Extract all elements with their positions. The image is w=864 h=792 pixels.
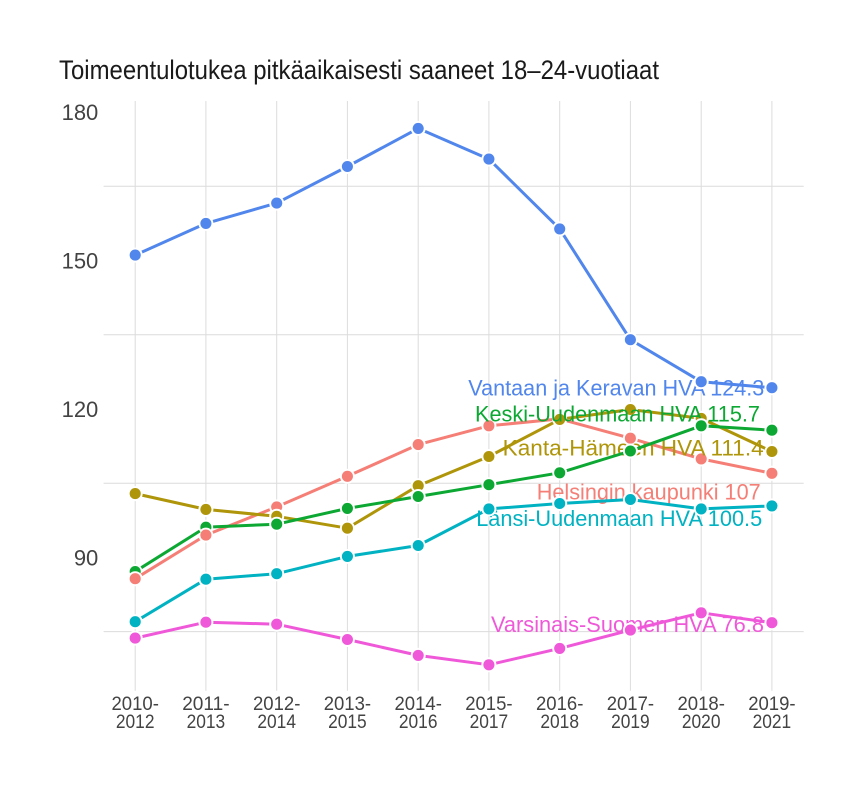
svg-text:2010-: 2010- bbox=[112, 693, 159, 715]
svg-text:2019: 2019 bbox=[611, 711, 650, 733]
svg-text:2017-: 2017- bbox=[607, 693, 654, 715]
svg-text:Keski-Uudenmaan HVA 115.7: Keski-Uudenmaan HVA 115.7 bbox=[475, 402, 760, 427]
svg-text:150: 150 bbox=[62, 249, 99, 274]
svg-text:2019-: 2019- bbox=[748, 693, 795, 715]
svg-text:2014-: 2014- bbox=[395, 693, 442, 715]
svg-text:2020: 2020 bbox=[682, 711, 721, 733]
svg-text:2014: 2014 bbox=[257, 711, 296, 733]
svg-text:Länsi-Uudenmaan HVA 100.5: Länsi-Uudenmaan HVA 100.5 bbox=[476, 506, 762, 531]
svg-text:2018: 2018 bbox=[540, 711, 579, 733]
svg-text:180: 180 bbox=[62, 100, 99, 125]
svg-text:90: 90 bbox=[74, 546, 98, 571]
svg-text:2012-: 2012- bbox=[253, 693, 300, 715]
svg-text:Toimeentulotukea pitkäaikaises: Toimeentulotukea pitkäaikaisesti saaneet… bbox=[59, 55, 659, 85]
svg-text:2011-: 2011- bbox=[182, 693, 229, 715]
svg-text:120: 120 bbox=[62, 397, 99, 422]
svg-text:2015-: 2015- bbox=[465, 693, 512, 715]
svg-text:2013: 2013 bbox=[187, 711, 226, 733]
svg-text:2016: 2016 bbox=[399, 711, 438, 733]
svg-text:2021: 2021 bbox=[753, 711, 792, 733]
svg-text:2013-: 2013- bbox=[324, 693, 371, 715]
svg-text:2012: 2012 bbox=[116, 711, 155, 733]
svg-text:2017: 2017 bbox=[470, 711, 509, 733]
svg-text:2018-: 2018- bbox=[678, 693, 725, 715]
svg-text:2015: 2015 bbox=[328, 711, 367, 733]
svg-text:Vantaan ja Keravan HVA 124.3: Vantaan ja Keravan HVA 124.3 bbox=[468, 375, 764, 400]
svg-text:2016-: 2016- bbox=[536, 693, 583, 715]
